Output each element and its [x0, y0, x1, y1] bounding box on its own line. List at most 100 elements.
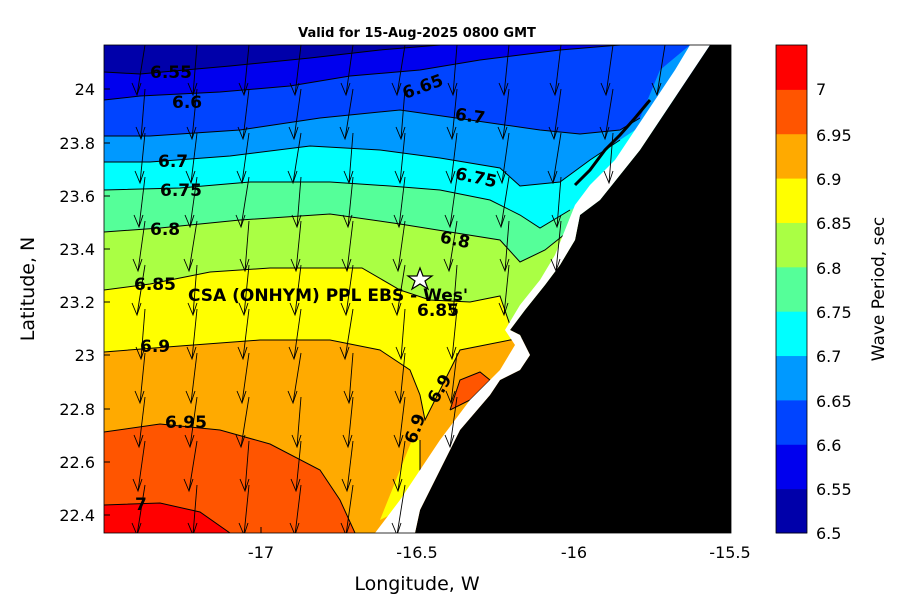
x-axis: -17 -16.5 -16 -15.5	[248, 527, 751, 562]
wave-arrow-head	[235, 214, 246, 229]
contour-label: 6.85	[417, 301, 459, 321]
y-axis-label: Latitude, N	[17, 237, 39, 342]
wave-arrow-head	[237, 346, 248, 361]
wave-arrow-head	[603, 170, 614, 185]
colorbar: 7 6.95 6.9 6.85 6.8 6.75 6.7 6.65 6.6 6.…	[775, 44, 889, 543]
wave-arrow-head	[187, 302, 198, 317]
wave-arrow-head	[391, 82, 402, 97]
wave-arrow-head	[185, 390, 196, 405]
wave-arrow	[397, 440, 406, 492]
wave-arrow	[448, 220, 458, 272]
wave-arrow-head	[236, 390, 247, 405]
colorbar-tick-label: 6.6	[816, 436, 841, 455]
wave-arrow	[345, 45, 354, 96]
wave-arrow-head	[341, 258, 352, 273]
wave-arrow-head	[600, 82, 611, 97]
wave-arrow-head	[132, 258, 143, 273]
wave-arrow-head	[446, 126, 457, 141]
wave-arrow-head	[340, 82, 351, 97]
wave-arrow-head	[288, 346, 299, 361]
wave-arrow-head	[186, 126, 197, 141]
colorbar-swatch	[776, 45, 807, 90]
wave-arrow-head	[393, 434, 404, 449]
y-tick-label: 22.4	[59, 506, 95, 525]
wave-arrow-head	[183, 258, 194, 273]
wave-direction-arrows	[131, 45, 666, 533]
wave-arrow	[348, 132, 354, 184]
wave-arrow	[292, 132, 302, 184]
wave-arrow	[293, 308, 302, 360]
wave-arrow-head	[444, 214, 455, 229]
wave-arrow	[553, 88, 562, 140]
wave-arrow-head	[392, 258, 403, 273]
wave-arrow-head	[394, 170, 405, 185]
x-tick-label: -17	[248, 543, 274, 562]
wave-arrow	[244, 440, 250, 492]
wave-arrow-head	[289, 302, 300, 317]
map-title: Valid for 15-Aug-2025 0800 GMT	[298, 26, 536, 41]
wave-arrow	[604, 88, 614, 140]
wave-arrow-head	[495, 214, 506, 229]
wave-arrow-head	[394, 390, 405, 405]
wave-arrow	[396, 45, 406, 96]
wave-arrow	[293, 88, 302, 140]
wave-arrow	[605, 45, 614, 96]
wave-arrow-head	[236, 170, 247, 185]
wave-arrow	[240, 176, 250, 228]
wave-arrow	[188, 220, 198, 272]
wave-arrow-head	[498, 82, 509, 97]
wave-arrow-head	[550, 258, 561, 273]
x-tick-label: -16	[561, 543, 587, 562]
contour-label: 6.9	[140, 337, 170, 357]
wave-arrow	[554, 45, 562, 96]
wave-arrow-head	[340, 522, 351, 533]
wave-arrow	[192, 484, 198, 533]
wave-arrow-head	[184, 434, 195, 449]
x-tick-label: -16.5	[396, 543, 437, 562]
wave-arrow-head	[135, 346, 146, 361]
wave-arrow	[656, 45, 666, 96]
wave-arrow-head	[445, 170, 456, 185]
wave-arrow-head	[339, 126, 350, 141]
wave-arrow	[396, 484, 406, 533]
wave-arrow	[398, 396, 406, 448]
wave-arrow	[346, 220, 354, 272]
wave-arrow-head	[549, 82, 560, 97]
wave-arrow	[296, 396, 302, 448]
wave-arrow-head	[548, 126, 559, 141]
wave-arrow	[138, 396, 146, 448]
wave-arrow	[244, 220, 250, 272]
wave-arrow	[608, 132, 614, 184]
wave-arrow-head	[443, 258, 454, 273]
wave-arrow-head	[341, 478, 352, 493]
colorbar-tick-label: 7	[816, 80, 826, 99]
wave-arrow	[136, 264, 146, 316]
y-tick-label: 24	[75, 80, 95, 99]
station-star-icon	[406, 266, 434, 291]
wave-arrow	[450, 132, 458, 184]
wave-arrow	[242, 88, 250, 140]
wave-arrow-head	[183, 478, 194, 493]
colorbar-tick-label: 6.85	[816, 214, 852, 233]
wave-arrow-head	[184, 214, 195, 229]
wave-arrow-head	[291, 214, 302, 229]
colorbar-tick-label: 6.5	[816, 524, 841, 543]
wave-arrow-head	[133, 214, 144, 229]
x-axis-label: Longitude, W	[354, 573, 480, 595]
wave-arrow-head	[187, 522, 198, 533]
wave-arrow	[348, 352, 354, 404]
wave-arrow	[296, 176, 302, 228]
wave-arrow-head	[186, 346, 197, 361]
wave-arrow-head	[340, 302, 351, 317]
wave-arrow	[397, 220, 406, 272]
y-tick-label: 23.2	[59, 293, 95, 312]
colorbar-swatch	[776, 178, 807, 223]
wave-arrow	[292, 352, 302, 404]
wave-arrow-head	[391, 302, 402, 317]
wave-arrow	[294, 264, 302, 316]
wave-arrow-head	[551, 214, 562, 229]
wave-arrow	[398, 176, 406, 228]
wave-arrow-head	[289, 82, 300, 97]
wave-arrow	[450, 352, 458, 404]
